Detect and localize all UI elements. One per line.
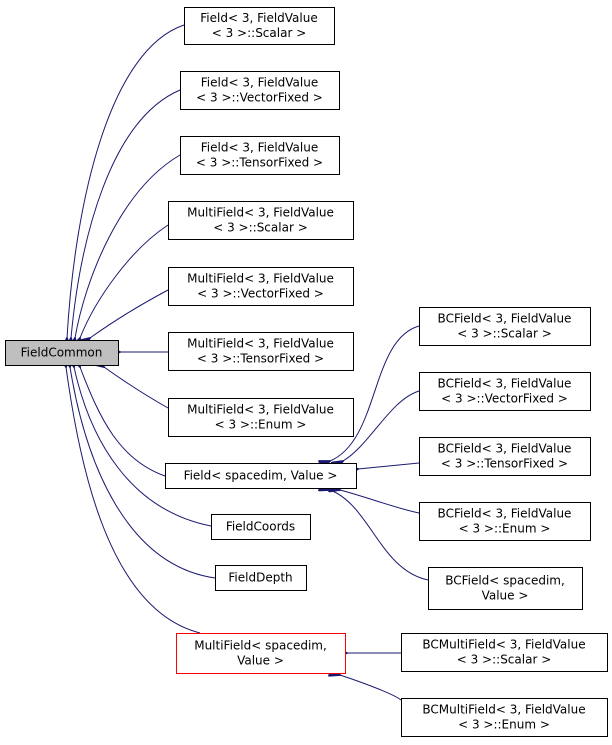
node-label: < 3 >::TensorFixed > (197, 352, 324, 366)
inheritance-edge-fieldcoords-to-fieldcommon (74, 367, 212, 527)
inheritance-edge-field_tensorfixed-to-fieldcommon (75, 154, 181, 338)
class-node-field_scalar[interactable]: Field< 3, FieldValue< 3 >::Scalar > (184, 7, 335, 45)
inheritance-edge-multifield_enum-to-fieldcommon (104, 367, 169, 409)
node-label: MultiField< spacedim, (194, 639, 327, 653)
node-label: FieldCommon (21, 346, 103, 360)
node-label: < 3 >::TensorFixed > (441, 457, 568, 471)
node-box (211, 514, 311, 540)
node-label: < 3 >::Enum > (215, 418, 307, 432)
node-label: Value > (482, 589, 529, 603)
node-label: BCField< 3, FieldValue (438, 377, 572, 391)
class-node-bcfield_enum[interactable]: BCField< 3, FieldValue< 3 >::Enum > (419, 502, 591, 541)
node-label: < 3 >::TensorFixed > (196, 156, 323, 170)
class-node-bcfield_spacedim[interactable]: BCField< spacedim,Value > (428, 567, 583, 610)
node-label: MultiField< 3, FieldValue (187, 206, 334, 220)
inheritance-edge-bcfield_vectorfixed-to-field_spacedim (343, 390, 420, 461)
inheritance-edge-multifield_vectorfixed-to-fieldcommon (90, 289, 169, 338)
inheritance-edge-field_spacedim-to-fieldcommon (80, 367, 166, 477)
class-node-fieldcommon[interactable]: FieldCommon (5, 340, 119, 366)
class-node-fieldcoords[interactable]: FieldCoords (211, 514, 311, 540)
node-box (215, 565, 307, 591)
node-label: FieldDepth (228, 571, 292, 585)
inheritance-edge-bcmultifield_enum-to-multifield_spacedim (340, 675, 402, 701)
node-box (401, 633, 608, 672)
node-box (165, 463, 357, 489)
node-box (168, 398, 354, 437)
node-box (419, 372, 591, 411)
node-box (176, 633, 346, 674)
node-box (428, 567, 583, 610)
node-box (401, 698, 608, 737)
class-node-multifield_vectorfixed[interactable]: MultiField< 3, FieldValue< 3 >::VectorFi… (168, 267, 354, 306)
inheritance-edge-fielddepth-to-fieldcommon (70, 367, 216, 579)
inheritance-edge-multifield_spacedim-to-fieldcommon (66, 367, 201, 634)
class-node-field_tensorfixed[interactable]: Field< 3, FieldValue< 3 >::TensorFixed > (180, 136, 340, 175)
inheritance-edge-bcfield_spacedim-to-field_spacedim (330, 490, 429, 581)
node-label: Field< 3, FieldValue (200, 11, 317, 25)
node-label: MultiField< 3, FieldValue (187, 337, 334, 351)
node-label: < 3 >::VectorFixed > (441, 392, 568, 406)
node-label: BCField< 3, FieldValue (438, 312, 572, 326)
node-label: FieldCoords (226, 520, 295, 534)
node-box (419, 437, 591, 476)
node-label: BCField< 3, FieldValue (438, 442, 572, 456)
node-label: < 3 >::VectorFixed > (197, 287, 324, 301)
class-node-field_spacedim[interactable]: Field< spacedim, Value > (165, 463, 357, 489)
class-node-multifield_spacedim[interactable]: MultiField< spacedim,Value > (176, 633, 346, 674)
node-label: < 3 >::Scalar > (213, 221, 308, 235)
class-node-bcfield_scalar[interactable]: BCField< 3, FieldValue< 3 >::Scalar > (419, 307, 591, 346)
node-label: BCMultiField< 3, FieldValue (422, 638, 585, 652)
node-box (5, 340, 119, 366)
node-box (419, 502, 591, 541)
node-label: Field< 3, FieldValue (201, 76, 318, 90)
class-node-multifield_tensorfixed[interactable]: MultiField< 3, FieldValue< 3 >::TensorFi… (168, 332, 354, 371)
node-box (168, 332, 354, 371)
node-label: < 3 >::Enum > (458, 718, 550, 732)
node-label: < 3 >::Scalar > (212, 26, 307, 40)
node-box (419, 307, 591, 346)
inheritance-edge-multifield_scalar-to-fieldcommon (80, 224, 169, 338)
node-label: BCMultiField< 3, FieldValue (422, 703, 585, 717)
node-box (168, 201, 354, 240)
class-node-bcfield_tensorfixed[interactable]: BCField< 3, FieldValue< 3 >::TensorFixed… (419, 437, 591, 476)
node-label: MultiField< 3, FieldValue (187, 272, 334, 286)
node-label: Field< spacedim, Value > (184, 469, 338, 483)
node-label: < 3 >::Scalar > (457, 327, 552, 341)
class-node-field_vectorfixed[interactable]: Field< 3, FieldValue< 3 >::VectorFixed > (180, 71, 340, 110)
node-label: MultiField< 3, FieldValue (187, 403, 334, 417)
node-box (180, 136, 340, 175)
class-node-multifield_scalar[interactable]: MultiField< 3, FieldValue< 3 >::Scalar > (168, 201, 354, 240)
node-label: < 3 >::VectorFixed > (196, 91, 323, 105)
class-node-bcmultifield_enum[interactable]: BCMultiField< 3, FieldValue< 3 >::Enum > (401, 698, 608, 737)
node-label: < 3 >::Enum > (459, 522, 551, 536)
class-node-multifield_enum[interactable]: MultiField< 3, FieldValue< 3 >::Enum > (168, 398, 354, 437)
node-box (180, 71, 340, 110)
node-label: BCField< spacedim, (445, 574, 565, 588)
class-node-bcmultifield_scalar[interactable]: BCMultiField< 3, FieldValue< 3 >::Scalar… (401, 633, 608, 672)
inheritance-edge-field_scalar-to-fieldcommon (67, 24, 185, 338)
inheritance-edge-field_vectorfixed-to-fieldcommon (71, 89, 181, 338)
node-box (168, 267, 354, 306)
node-box (184, 7, 335, 45)
class-node-bcfield_vectorfixed[interactable]: BCField< 3, FieldValue< 3 >::VectorFixed… (419, 372, 591, 411)
node-label: BCField< 3, FieldValue (438, 507, 572, 521)
inheritance-edge-bcfield_scalar-to-field_spacedim (330, 325, 420, 461)
class-node-fielddepth[interactable]: FieldDepth (215, 565, 307, 591)
node-label: Value > (237, 654, 284, 668)
inheritance-edge-bcfield_tensorfixed-to-field_spacedim (358, 462, 420, 469)
node-label: Field< 3, FieldValue (201, 141, 318, 155)
inheritance-edge-bcfield_enum-to-field_spacedim (340, 490, 420, 514)
node-label: < 3 >::Scalar > (457, 653, 552, 667)
